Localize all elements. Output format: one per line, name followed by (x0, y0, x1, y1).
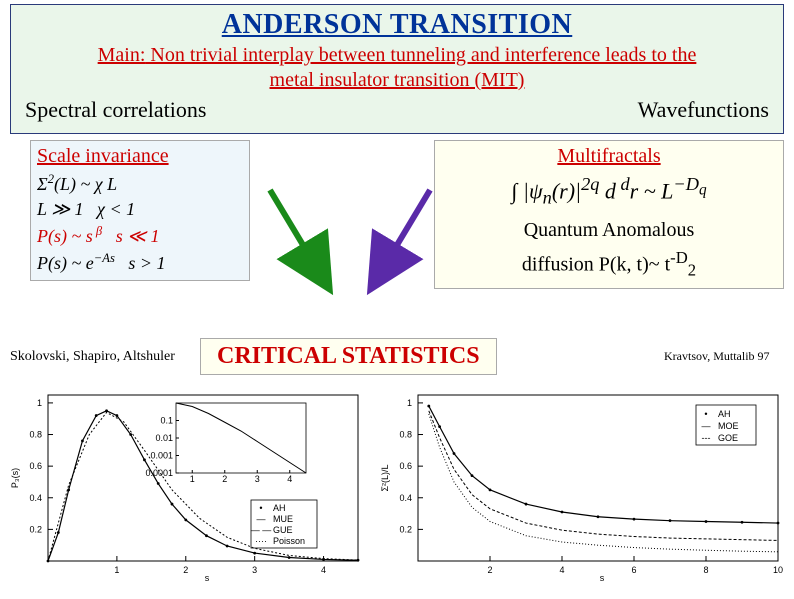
eq-ps-exp: P(s) ~ e−As s > 1 (37, 251, 243, 274)
svg-text:MUE: MUE (273, 514, 293, 524)
plot-right: 2 4 6 8 10 0.2 0.4 0.6 0.8 1 s Σ²(L)/L • AH — MOE --- GOE (376, 385, 786, 590)
svg-text:6: 6 (631, 565, 636, 575)
svg-text:GUE: GUE (273, 525, 293, 535)
svg-text:1: 1 (407, 398, 412, 408)
svg-text:····: ···· (255, 536, 267, 546)
mid-region: Scale invariance Σ2(L) ~ χ L L ≫ 1 χ < 1… (10, 140, 784, 330)
left-box-title: Scale invariance (37, 145, 243, 168)
qad2-exp: -D (670, 248, 688, 267)
svg-text:0.6: 0.6 (29, 461, 42, 471)
qad2-exp-sub: 2 (688, 260, 696, 279)
critical-label: CRITICAL STATISTICS (217, 343, 480, 369)
svg-text:2: 2 (183, 565, 188, 575)
svg-text:0.8: 0.8 (399, 430, 412, 440)
svg-text:---: --- (702, 433, 711, 443)
qad2-prefix: diffusion P(k, t)~ t (522, 253, 670, 275)
eq-l-chi: L ≫ 1 χ < 1 (37, 199, 243, 220)
svg-text:0.2: 0.2 (399, 524, 412, 534)
authors-left: Skolovski, Shapiro, Altshuler (10, 349, 190, 365)
svg-text:3: 3 (252, 565, 257, 575)
page-title: ANDERSON TRANSITION (19, 9, 775, 41)
svg-text:0.4: 0.4 (399, 493, 412, 503)
headers-row: Spectral correlations Wavefunctions (19, 97, 775, 123)
critical-box: CRITICAL STATISTICS (200, 338, 497, 375)
right-box-title: Multifractals (443, 145, 775, 168)
subtitle-line2: metal insulator transition (MIT) (270, 69, 525, 91)
subtitle: Main: Non trivial interplay between tunn… (19, 43, 775, 93)
arrows-icon (260, 180, 440, 300)
svg-text:Poisson: Poisson (273, 536, 305, 546)
svg-text:8: 8 (703, 565, 708, 575)
svg-text:Σ²(L)/L: Σ²(L)/L (380, 464, 390, 491)
svg-text:0.01: 0.01 (155, 433, 173, 443)
svg-text:P₃(s): P₃(s) (10, 468, 20, 488)
scale-invariance-box: Scale invariance Σ2(L) ~ χ L L ≫ 1 χ < 1… (30, 140, 250, 281)
left-header: Spectral correlations (25, 97, 206, 123)
svg-text:s: s (600, 573, 605, 583)
svg-text:— —: — — (251, 525, 272, 535)
svg-text:3: 3 (255, 474, 260, 484)
svg-text:10: 10 (773, 565, 783, 575)
svg-text:0.2: 0.2 (29, 524, 42, 534)
plot-left: 1 2 3 4 0.2 0.4 0.6 0.8 1 s P₃(s) 1 2 3 4 0.1 0.01 0.001 0… (6, 385, 366, 590)
svg-text:1: 1 (114, 565, 119, 575)
svg-text:1: 1 (190, 474, 195, 484)
svg-text:GOE: GOE (718, 433, 738, 443)
subtitle-prefix: Main: (98, 44, 146, 66)
svg-text:0.4: 0.4 (29, 493, 42, 503)
multifractals-box: Multifractals ∫ |ψn(r)|2q d dr ~ L−Dq Qu… (434, 140, 784, 289)
svg-text:—: — (702, 421, 711, 431)
authors-right: Kravtsov, Muttalib 97 (664, 350, 784, 363)
qad-line1: Quantum Anomalous (443, 219, 775, 242)
title-box: ANDERSON TRANSITION Main: Non trivial in… (10, 4, 784, 134)
svg-text:0.001: 0.001 (150, 451, 173, 461)
svg-text:0.8: 0.8 (29, 430, 42, 440)
eq-ps-beta: P(s) ~ s β s ≪ 1 (37, 224, 243, 247)
svg-text:MOE: MOE (718, 421, 739, 431)
eq-sigma: Σ2(L) ~ χ L (37, 172, 243, 195)
qad-line2: diffusion P(k, t)~ t-D2 (443, 248, 775, 281)
subtitle-rest: Non trivial interplay between tunneling … (145, 44, 696, 66)
svg-text:AH: AH (273, 503, 286, 513)
svg-text:1: 1 (37, 398, 42, 408)
svg-text:0.1: 0.1 (160, 416, 173, 426)
svg-text:AH: AH (718, 409, 731, 419)
svg-text:2: 2 (487, 565, 492, 575)
critical-row: Skolovski, Shapiro, Altshuler CRITICAL S… (10, 338, 784, 375)
svg-text:4: 4 (287, 474, 292, 484)
plots-row: 1 2 3 4 0.2 0.4 0.6 0.8 1 s P₃(s) 1 2 3 4 0.1 0.01 0.001 0… (6, 385, 788, 590)
svg-text:4: 4 (321, 565, 326, 575)
svg-text:4: 4 (559, 565, 564, 575)
integral-formula: ∫ |ψn(r)|2q d dr ~ L−Dq (443, 174, 775, 209)
svg-text:•: • (259, 503, 262, 513)
svg-text:•: • (704, 409, 707, 419)
svg-text:0.0001: 0.0001 (145, 468, 173, 478)
svg-text:s: s (205, 573, 210, 583)
right-header: Wavefunctions (638, 97, 769, 123)
svg-text:2: 2 (222, 474, 227, 484)
svg-text:0.6: 0.6 (399, 461, 412, 471)
svg-text:—: — (257, 514, 266, 524)
